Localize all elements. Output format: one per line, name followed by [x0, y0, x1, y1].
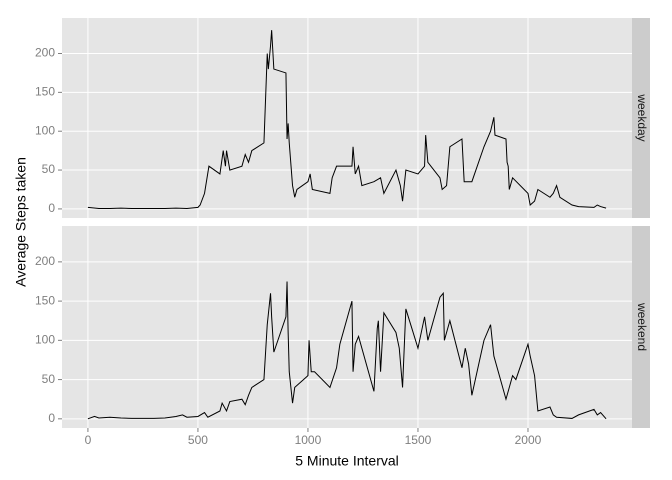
panel-background [62, 226, 632, 428]
x-tick-label: 0 [85, 433, 92, 447]
y-axis-label: Average Steps taken [13, 157, 29, 287]
x-tick-label: 1500 [405, 433, 432, 447]
y-tick-label: 150 [35, 85, 55, 99]
strip-label: weekday [635, 93, 649, 141]
y-tick-label: 100 [35, 333, 55, 347]
y-tick-label: 50 [42, 372, 56, 386]
data-line [87, 281, 607, 420]
y-tick-label: 0 [48, 201, 55, 215]
y-tick-label: 100 [35, 123, 55, 137]
y-tick-label: 150 [35, 293, 55, 307]
x-axis-label: 5 Minute Interval [295, 453, 399, 469]
strip-background [632, 18, 650, 218]
data-line [87, 30, 607, 210]
y-tick-label: 50 [42, 162, 56, 176]
panel-background [62, 18, 632, 218]
x-tick-label: 2000 [515, 433, 542, 447]
x-tick-label: 1000 [295, 433, 322, 447]
y-tick-label: 200 [35, 254, 55, 268]
y-tick-label: 0 [48, 411, 55, 425]
x-tick-label: 500 [188, 433, 208, 447]
y-tick-label: 200 [35, 46, 55, 60]
strip-label: weekend [635, 302, 649, 351]
strip-background [632, 226, 650, 428]
